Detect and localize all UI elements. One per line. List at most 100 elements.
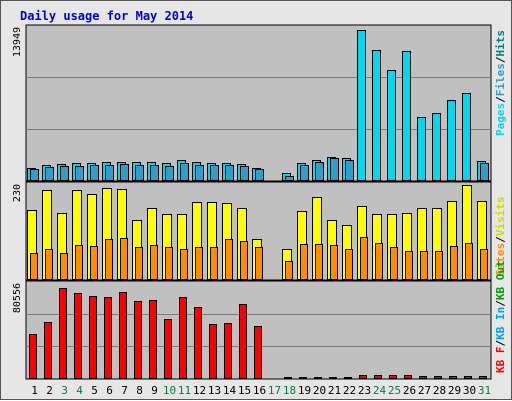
sites-bar xyxy=(180,249,188,280)
sites-bar xyxy=(165,247,173,280)
sites-bar xyxy=(150,245,158,280)
day-label: 11 xyxy=(178,384,191,397)
kbf-bar xyxy=(44,322,52,379)
legend-hits-files-pages: Pages/Files/Hits xyxy=(494,30,507,136)
sites-bar xyxy=(255,247,263,280)
sites-bar xyxy=(240,241,248,280)
day-label: 7 xyxy=(121,384,128,397)
kbf-bar xyxy=(449,376,457,379)
legend-visits-sites: Sites/Visits xyxy=(494,197,507,277)
legend-pages: Pages xyxy=(494,103,507,136)
files-bar xyxy=(315,162,324,181)
kbf-bar xyxy=(389,375,397,379)
page-title: Daily usage for May 2014 xyxy=(20,9,194,23)
sites-bar xyxy=(345,249,353,280)
panel-1-max-label: 13949 xyxy=(12,27,23,57)
files-bar xyxy=(45,167,54,181)
legend-separator: / xyxy=(494,96,507,103)
legend-kbf: KB F xyxy=(494,347,507,374)
files-bar xyxy=(120,164,129,181)
files-bar xyxy=(150,165,159,181)
sites-bar xyxy=(450,246,458,280)
hits-bar xyxy=(357,30,366,181)
day-label: 19 xyxy=(298,384,311,397)
files-bar xyxy=(75,166,84,181)
kbf-bar xyxy=(479,376,487,379)
day-label: 5 xyxy=(91,384,98,397)
sites-bar xyxy=(330,245,338,280)
files-bar xyxy=(345,160,354,181)
sites-bar xyxy=(135,247,143,280)
kbf-bar xyxy=(419,376,427,379)
legend-kbout: KB Out xyxy=(494,260,507,300)
kbf-bar xyxy=(359,375,367,379)
sites-bar xyxy=(300,244,308,280)
day-label: 17 xyxy=(268,384,281,397)
panel-1-background xyxy=(25,24,492,182)
kbf-bar xyxy=(59,288,67,379)
files-bar xyxy=(180,163,189,181)
sites-bar xyxy=(435,251,443,280)
kbf-bar xyxy=(434,376,442,379)
day-label: 31 xyxy=(478,384,491,397)
legend-files: Files xyxy=(494,63,507,96)
panel-3-max-label: 80556 xyxy=(12,283,23,313)
files-bar xyxy=(105,165,114,181)
files-bar xyxy=(90,165,99,181)
day-label: 22 xyxy=(343,384,356,397)
sites-bar xyxy=(45,249,53,280)
files-bar xyxy=(330,158,339,181)
day-label: 25 xyxy=(388,384,401,397)
day-label: 18 xyxy=(283,384,296,397)
hits-bar xyxy=(432,113,441,181)
files-bar xyxy=(135,165,144,181)
legend-sites: Sites xyxy=(494,243,507,276)
day-label: 28 xyxy=(433,384,446,397)
files-bar xyxy=(225,165,234,181)
day-label: 16 xyxy=(253,384,266,397)
hits-bar xyxy=(402,51,411,181)
sites-bar xyxy=(465,243,473,280)
hits-bar xyxy=(372,50,381,181)
day-label: 24 xyxy=(373,384,387,397)
day-label: 21 xyxy=(328,384,341,397)
kbf-bar xyxy=(179,297,187,379)
sites-bar xyxy=(120,238,128,280)
sites-bar xyxy=(105,239,113,280)
sites-bar xyxy=(315,244,323,280)
sites-bar xyxy=(60,253,68,280)
legend-separator: / xyxy=(494,340,507,347)
files-bar xyxy=(255,169,264,181)
files-bar xyxy=(285,176,294,181)
day-label: 6 xyxy=(106,384,113,397)
sites-bar xyxy=(420,251,428,280)
kbf-bar xyxy=(209,324,217,379)
sites-bar xyxy=(75,245,83,280)
sites-bar xyxy=(30,253,38,280)
kbf-bar xyxy=(284,377,292,379)
kbf-bar xyxy=(104,297,112,379)
day-label: 8 xyxy=(136,384,143,397)
sites-bar xyxy=(375,243,383,280)
day-label: 2 xyxy=(46,384,53,397)
legend-separator: / xyxy=(494,236,507,243)
day-label: 13 xyxy=(208,384,221,397)
kbf-bar xyxy=(134,301,142,379)
sites-bar xyxy=(480,249,488,280)
files-bar xyxy=(480,163,489,181)
day-label: 20 xyxy=(313,384,326,397)
kbf-bar xyxy=(224,323,232,379)
kbf-bar xyxy=(29,334,37,379)
kbf-bar xyxy=(239,304,247,379)
files-bar xyxy=(165,166,174,181)
legend-separator: / xyxy=(494,300,507,307)
sites-bar xyxy=(405,251,413,280)
kbf-bar xyxy=(464,376,472,379)
kbf-bar xyxy=(119,292,127,379)
day-label: 10 xyxy=(163,384,176,397)
sites-bar xyxy=(285,261,293,280)
hits-bar xyxy=(462,93,471,181)
kbf-bar xyxy=(374,375,382,379)
